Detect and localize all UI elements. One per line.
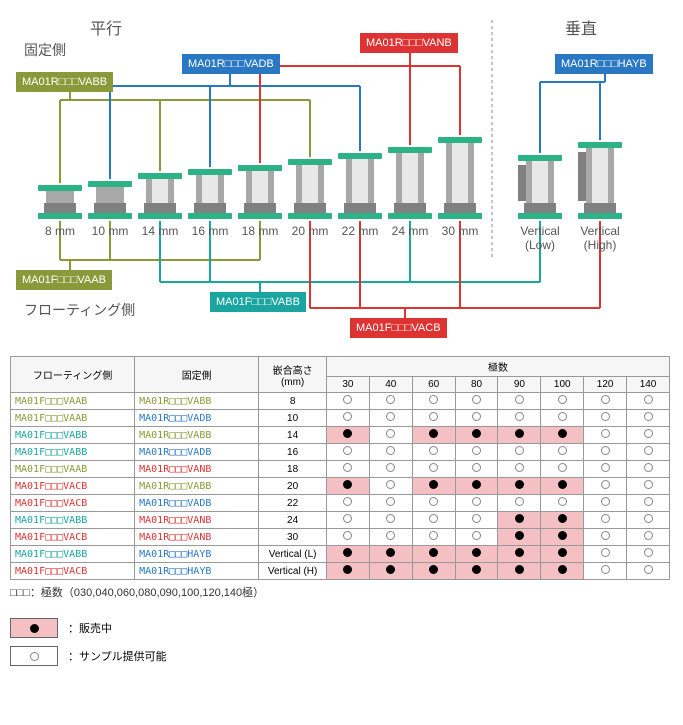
legend-box-sample <box>10 646 58 666</box>
tag-r-hayb: MA01R□□□HAYB <box>555 54 653 74</box>
dot-filled-icon <box>30 624 39 633</box>
svg-text:24 mm: 24 mm <box>392 224 429 238</box>
tag-f-vacb: MA01F□□□VACB <box>350 318 447 338</box>
svg-text:8 mm: 8 mm <box>45 224 75 238</box>
label-suichoku: 垂直 <box>565 15 597 39</box>
svg-text:14 mm: 14 mm <box>142 224 179 238</box>
svg-text:10 mm: 10 mm <box>92 224 129 238</box>
legend-box-selling <box>10 618 58 638</box>
legend-sample: ：サンプル提供可能 <box>10 646 673 666</box>
legend-sample-label: ：サンプル提供可能 <box>68 648 167 664</box>
tag-f-vaab: MA01F□□□VAAB <box>16 270 112 290</box>
label-kotei: 固定側 <box>24 40 66 60</box>
tag-r-vabb: MA01R□□□VABB <box>16 72 113 92</box>
svg-text:22 mm: 22 mm <box>342 224 379 238</box>
svg-text:Vertical(Low): Vertical(Low) <box>520 224 559 252</box>
legend-selling-label: ：販売中 <box>68 620 112 636</box>
svg-text:Vertical(High): Vertical(High) <box>580 224 619 252</box>
label-floating: フローティング側 <box>24 300 135 320</box>
svg-text:30 mm: 30 mm <box>442 224 479 238</box>
label-heiko: 平行 <box>90 15 122 39</box>
tag-r-vanb: MA01R□□□VANB <box>360 33 458 53</box>
dot-open-icon <box>30 652 39 661</box>
table-note: □□□：極数（030,040,060,080,090,100,120,140極） <box>10 584 673 600</box>
svg-text:18 mm: 18 mm <box>242 224 279 238</box>
legend: ：販売中 ：サンプル提供可能 <box>10 618 673 666</box>
tag-r-vadb: MA01R□□□VADB <box>182 54 280 74</box>
svg-text:16 mm: 16 mm <box>192 224 229 238</box>
legend-selling: ：販売中 <box>10 618 673 638</box>
compat-table: フローティング側固定側嵌合高さ(mm)極数3040608090100120140… <box>10 356 670 580</box>
diagram-panel: 8 mm 10 mm 14 mm 16 mm 18 mm 20 mm 22 mm 24 mm 3… <box>10 10 670 350</box>
tag-f-vabb: MA01F□□□VABB <box>210 292 306 312</box>
svg-text:20 mm: 20 mm <box>292 224 329 238</box>
